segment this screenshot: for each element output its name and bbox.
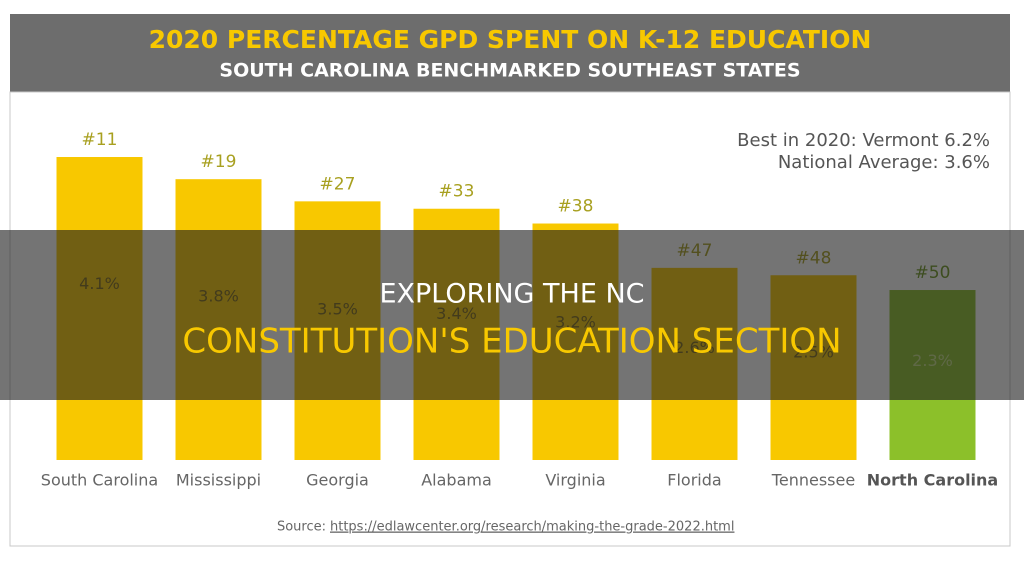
x-tick-label: Mississippi: [176, 471, 261, 490]
source-label: Source:: [277, 520, 326, 535]
x-tick-label: Virginia: [545, 471, 605, 490]
banner-title: CONSTITUTION'S EDUCATION SECTION: [182, 322, 841, 362]
chart-subtitle: SOUTH CAROLINA BENCHMARKED SOUTHEAST STA…: [219, 60, 800, 82]
rank-label: #27: [320, 174, 356, 194]
x-tick-label: Florida: [667, 471, 721, 490]
chart-title: 2020 PERCENTAGE GPD SPENT ON K-12 EDUCAT…: [149, 25, 872, 54]
x-tick-label: North Carolina: [867, 471, 998, 490]
note: National Average: 3.6%: [778, 152, 990, 173]
source-url: https://edlawcenter.org/research/making-…: [330, 520, 734, 535]
banner-band: [0, 230, 1024, 400]
header-band: [10, 14, 1010, 92]
x-tick-label: South Carolina: [41, 471, 158, 490]
rank-label: #19: [201, 152, 237, 172]
rank-label: #33: [439, 182, 475, 202]
banner-title: EXPLORING THE NC: [379, 279, 644, 310]
rank-label: #11: [82, 130, 118, 150]
x-tick-label: Alabama: [421, 471, 492, 490]
x-tick-label: Georgia: [306, 471, 369, 490]
rank-label: #38: [558, 197, 594, 217]
x-tick-label: Tennessee: [771, 471, 855, 490]
note: Best in 2020: Vermont 6.2%: [737, 130, 990, 151]
